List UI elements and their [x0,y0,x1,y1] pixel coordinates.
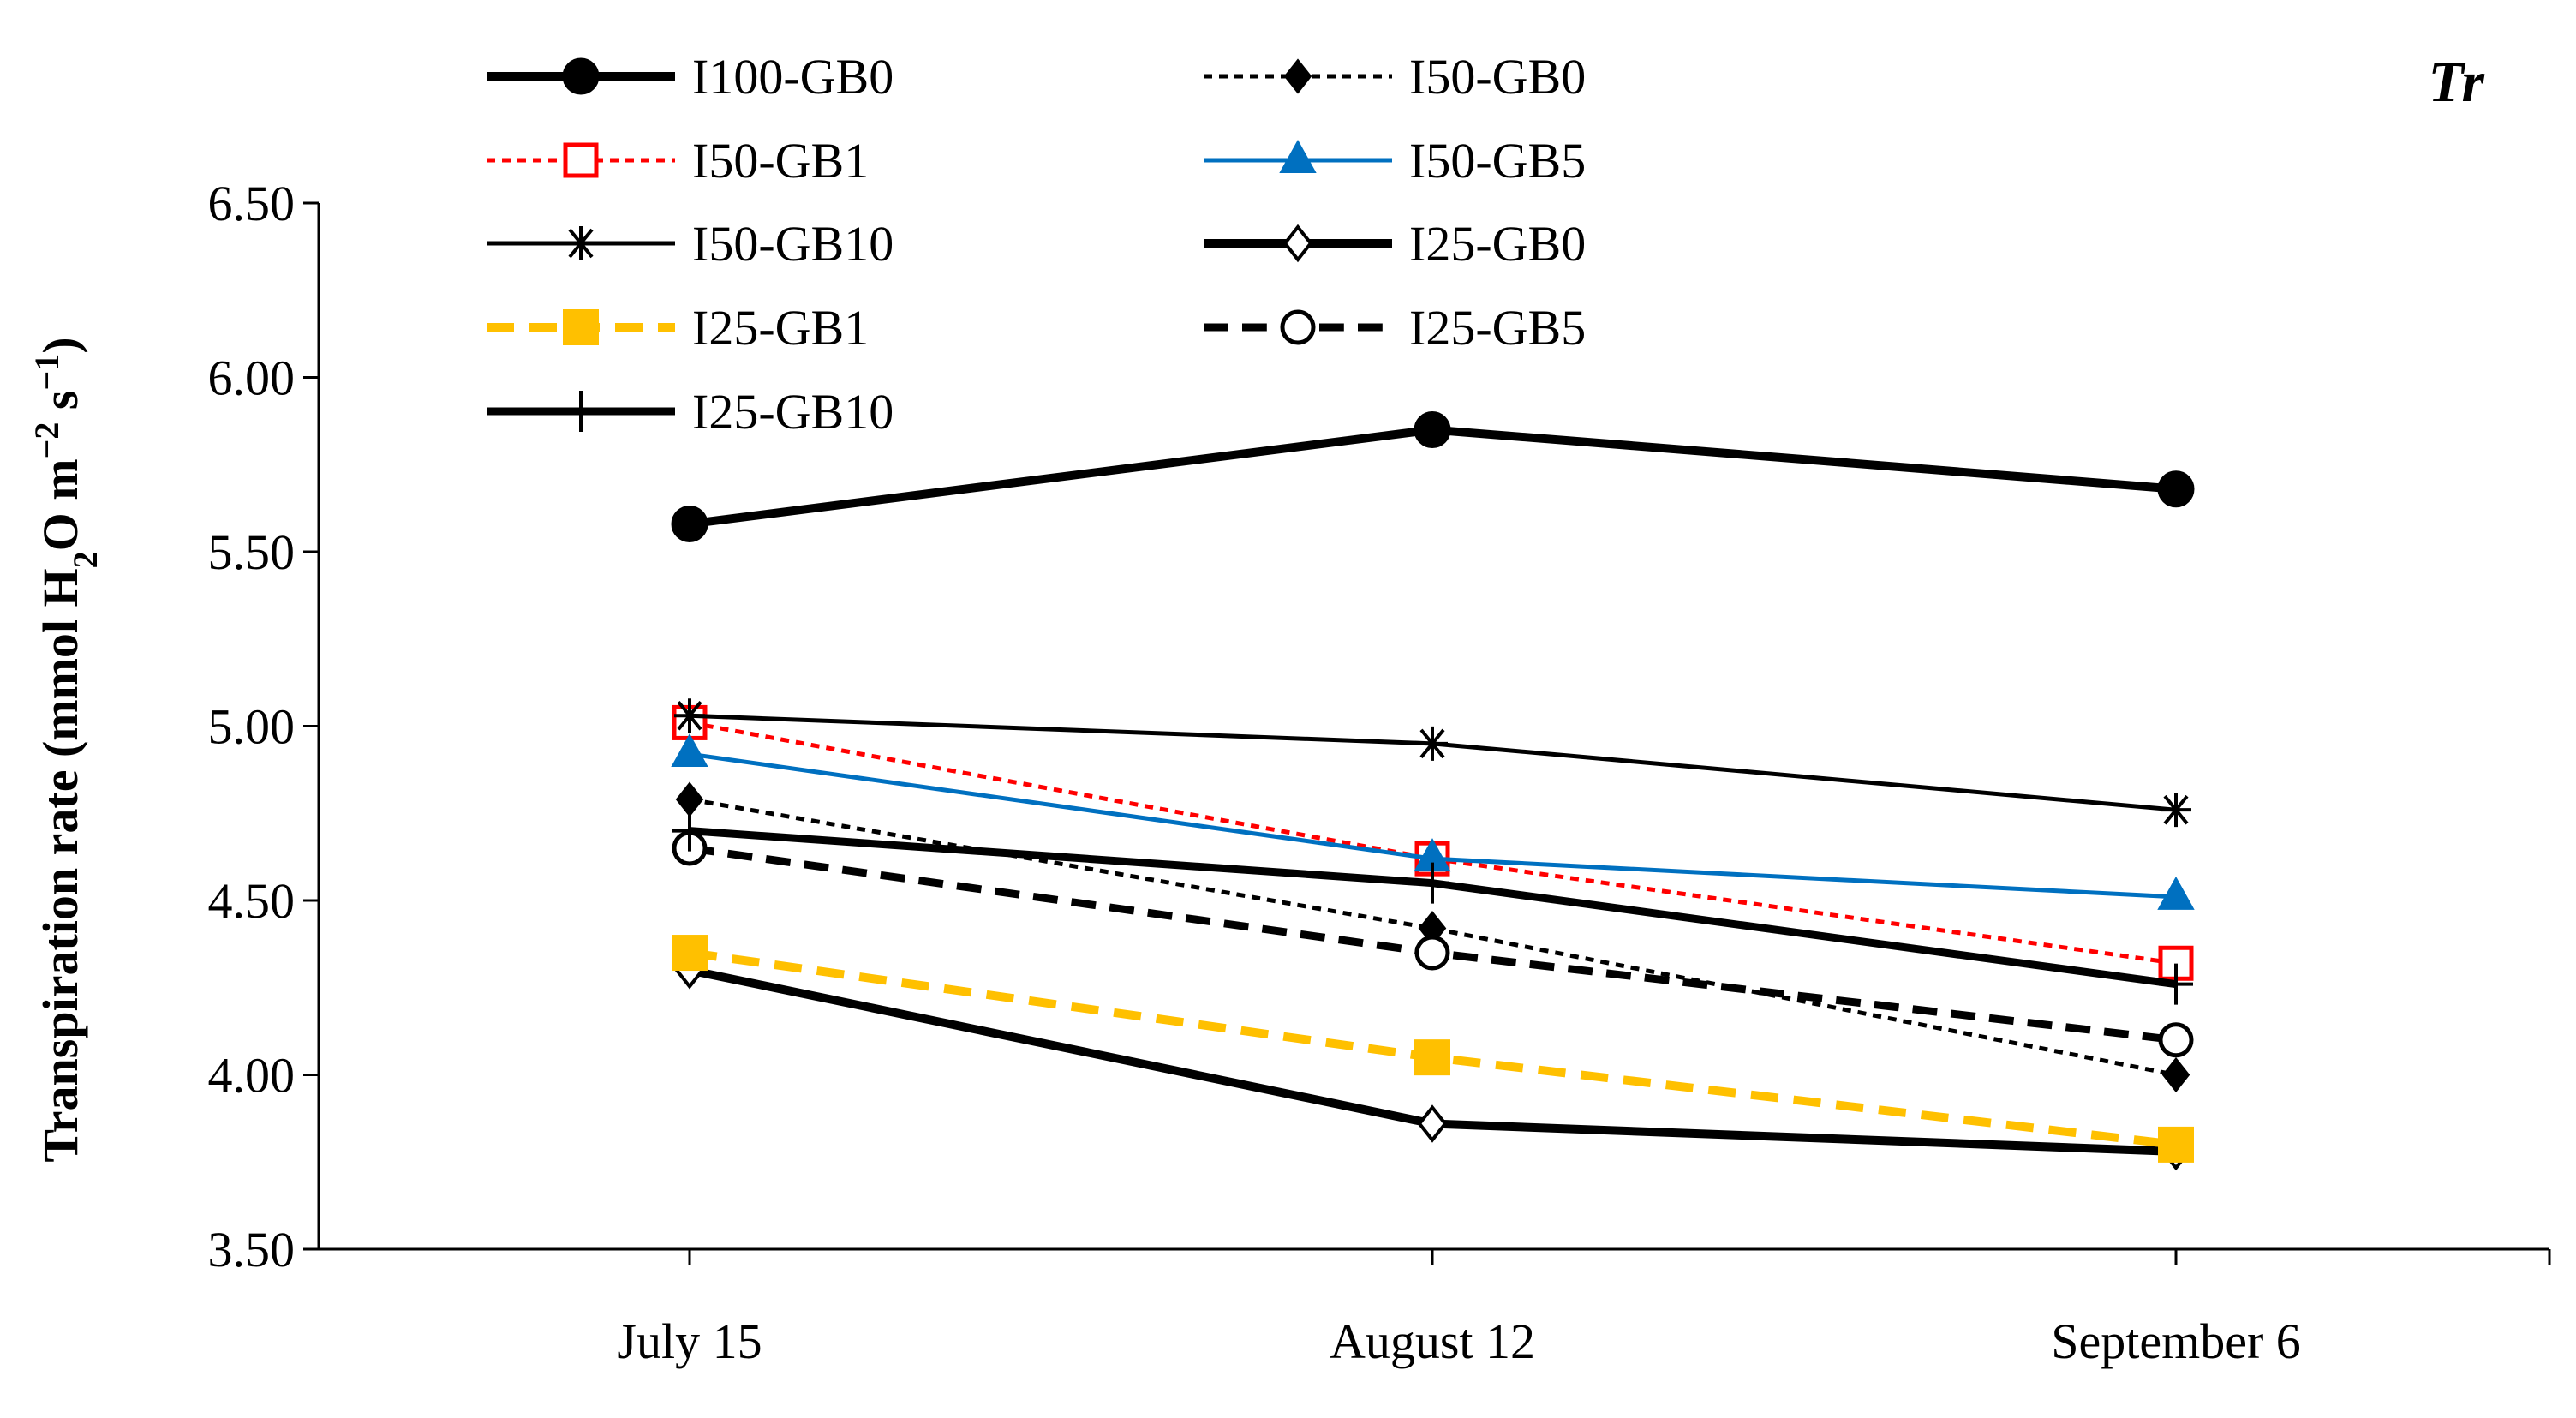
legend-label: I25-GB0 [1409,216,1586,272]
legend-entry-i25-gb1: I25-GB1 [487,300,869,356]
data-point-i100-gb0 [671,505,708,542]
legend-entry-i50-gb0: I50-GB0 [1204,49,1586,105]
data-point-i25-gb1 [2158,1126,2194,1163]
legend-entry-i100-gb0: I100-GB0 [487,49,894,105]
data-point-i25-gb0 [1417,1104,1448,1143]
legend-label: I25-GB10 [692,384,894,440]
legend-label: I50-GB0 [1409,49,1586,105]
data-point-i25-gb10 [1415,862,1449,904]
series-layer [671,411,2195,1171]
data-point-i25-gb5 [2158,1022,2194,1058]
x-tick-label: July 15 [617,1313,762,1369]
series-i25-gb1 [672,935,2194,1163]
y-tick-label: 6.50 [208,176,296,231]
data-point-i50-gb10 [1417,726,1448,761]
legend-label: I50-GB5 [1409,133,1586,188]
legend-marker [1279,139,1317,173]
data-point-i100-gb0 [2157,470,2195,508]
data-point-i25-gb1 [672,935,708,972]
y-axis-label: Transpiration rate (mmol H2O m−2 s−1) [27,337,105,1162]
data-point-i25-gb10 [672,810,707,852]
y-tick-label: 4.50 [208,873,296,929]
data-point-i50-gb5 [2157,876,2195,910]
legend-marker [563,142,599,178]
legend-marker [1282,224,1313,263]
legend-label: I50-GB1 [692,133,869,188]
y-tick-label: 3.50 [208,1222,296,1277]
legend-label: I100-GB0 [692,49,894,105]
legend-entry-i50-gb10: I50-GB10 [487,216,894,272]
series-i25-gb5 [672,830,2194,1058]
y-tick-label: 4.00 [208,1048,296,1104]
y-tick-label: 5.00 [208,699,296,755]
legend-entry-i25-gb0: I25-GB0 [1204,216,1586,272]
legend-entry-i50-gb1: I50-GB1 [487,133,869,188]
series-i50-gb10 [674,698,2191,828]
x-tick-label: August 12 [1330,1313,1535,1369]
legend-entry-i25-gb5: I25-GB5 [1204,300,1586,356]
data-point-i50-gb10 [2161,793,2191,828]
legend-label: I25-GB1 [692,300,869,356]
data-point-i100-gb0 [1414,411,1451,449]
legend-marker [564,391,598,432]
legend-entry-i50-gb5: I50-GB5 [1204,133,1586,188]
series-line-i50-gb1 [689,720,2177,966]
x-tick-label: September 6 [2051,1313,2301,1369]
data-point-i25-gb10 [2159,963,2193,1005]
data-point-i25-gb5 [1414,935,1450,971]
data-point-i50-gb0 [2161,1056,2190,1093]
series-i25-gb10 [672,810,2193,1005]
data-point-i25-gb1 [1414,1039,1450,1076]
y-tick-label: 6.00 [208,350,296,406]
series-i50-gb5 [671,733,2195,910]
legend-marker [1283,58,1312,94]
legend-label: I25-GB5 [1409,300,1586,356]
legend: I100-GB0 I50-GB0 I50-GB1 I50-GB5 I50-GB10 I25… [487,49,1586,440]
legend-label: I50-GB10 [692,216,894,272]
data-point-i50-gb10 [674,698,705,733]
legend-marker [1280,309,1316,345]
series-line-i50-gb0 [689,797,2177,1077]
legend-marker [563,309,599,345]
legend-marker [565,226,596,260]
y-tick-label: 5.50 [208,524,296,580]
panel-label: Tr [2429,49,2485,114]
series-i100-gb0 [671,411,2195,542]
legend-marker [562,57,600,95]
data-point-i50-gb5 [671,733,708,768]
axes: 3.50 4.00 4.50 5.00 5.50 6.00 6.50 July 15 Augus… [208,176,2551,1369]
legend-entry-i25-gb10: I25-GB10 [487,384,894,440]
